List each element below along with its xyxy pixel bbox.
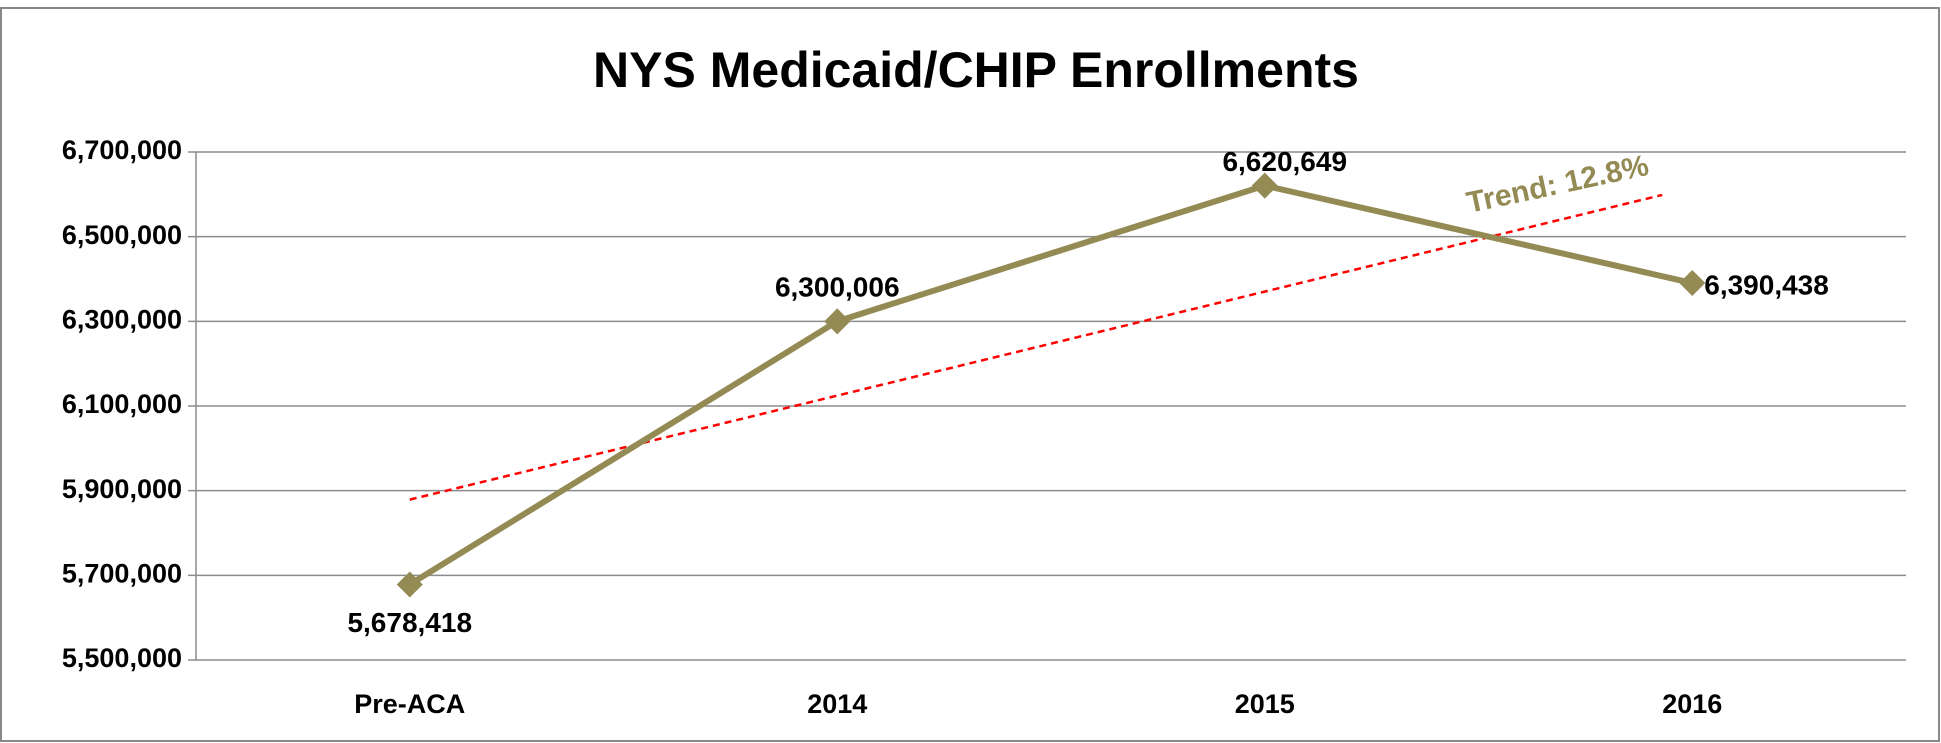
series-line (408, 182, 1693, 588)
y-tick-label: 6,300,000 (62, 304, 182, 334)
marker (396, 571, 423, 598)
marker (824, 308, 851, 335)
y-tick-label: 5,900,000 (62, 474, 182, 504)
marker (1679, 270, 1706, 297)
y-tick-label: 5,500,000 (62, 643, 182, 673)
data-label: 6,300,006 (775, 272, 900, 303)
y-tick-label: 6,100,000 (62, 389, 182, 419)
data-label: 5,678,418 (347, 607, 472, 638)
chart-title: NYS Medicaid/CHIP Enrollments (593, 42, 1359, 98)
x-tick-label: 2015 (1235, 689, 1295, 719)
chart-border (0, 7, 1940, 742)
data-label: 6,390,438 (1704, 269, 1829, 300)
x-tick-label: 2014 (807, 689, 867, 719)
trend-line (409, 193, 1663, 501)
marker (1251, 172, 1278, 199)
x-tick-label: 2016 (1662, 689, 1722, 719)
y-tick-label: 6,500,000 (62, 220, 182, 250)
x-tick-label: Pre-ACA (354, 689, 465, 719)
y-tick-label: 5,700,000 (62, 558, 182, 588)
data-label: 6,620,649 (1222, 146, 1347, 177)
y-tick-label: 6,700,000 (62, 135, 182, 165)
